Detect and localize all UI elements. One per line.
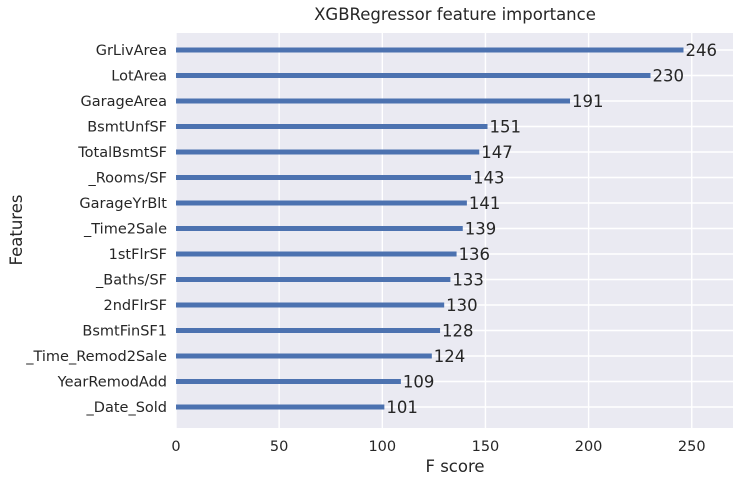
bar-value-label: 139: [465, 220, 497, 239]
bar: [176, 404, 385, 410]
bar-value-label: 136: [459, 245, 491, 264]
x-tick-label: 150: [472, 439, 500, 455]
bar: [176, 47, 684, 53]
x-tick-label: 0: [171, 439, 180, 455]
y-tick-label: TotalBsmtSF: [77, 145, 167, 161]
y-tick-label: _Rooms/SF: [87, 171, 167, 187]
x-tick-label: 250: [678, 439, 706, 455]
bar-value-label: 147: [481, 143, 513, 162]
y-tick-label: GarageArea: [81, 94, 167, 110]
bar-value-label: 191: [572, 92, 604, 111]
bar-value-label: 230: [652, 67, 684, 86]
x-tick-label: 200: [575, 439, 603, 455]
bar: [176, 353, 432, 359]
bar-value-label: 143: [473, 169, 505, 188]
y-tick-label: LotArea: [111, 69, 167, 85]
bar: [176, 379, 401, 384]
bar: [176, 277, 451, 282]
bar: [176, 226, 463, 231]
bar: [176, 200, 467, 206]
y-tick-label: BsmtFinSF1: [82, 324, 167, 340]
bar: [176, 73, 651, 78]
bar-value-label: 151: [490, 118, 522, 137]
y-tick-labels: GrLivArea LotArea GarageArea BsmtUnfSF Total…: [25, 43, 167, 416]
bar-value-label: 101: [386, 398, 418, 417]
bar: [176, 175, 472, 180]
bar-value-label: 246: [685, 41, 717, 60]
bar: [176, 251, 457, 257]
bar-value-label: 124: [434, 347, 466, 366]
bar: [176, 302, 445, 308]
y-tick-label: _Date_Sold: [86, 400, 167, 416]
chart-title: XGBRegressor feature importance: [314, 5, 596, 24]
y-tick-label: 1stFlrSF: [109, 247, 167, 263]
bars: [176, 47, 684, 410]
x-tick-labels: 0 50 100 150 200 250: [171, 439, 705, 455]
y-tick-label: BsmtUnfSF: [87, 120, 167, 136]
bar-value-label: 133: [452, 271, 484, 290]
y-tick-label: GarageYrBlt: [79, 196, 167, 212]
x-tick-label: 50: [270, 439, 288, 455]
y-tick-label: 2ndFlrSF: [104, 298, 168, 314]
bar-value-label: 130: [446, 296, 478, 315]
bar-value-label: 128: [442, 322, 474, 341]
y-tick-label: _Time_Remod2Sale: [25, 349, 167, 365]
y-tick-label: _Baths/SF: [95, 273, 167, 289]
x-tick-label: 100: [368, 439, 396, 455]
bar-value-label: 141: [469, 194, 501, 213]
bar-value-label: 109: [403, 373, 435, 392]
bar: [176, 124, 488, 129]
y-tick-label: _Time2Sale: [83, 222, 167, 238]
bar: [176, 328, 441, 333]
y-tick-label: GrLivArea: [96, 43, 167, 59]
x-axis-title: F score: [425, 457, 484, 476]
y-tick-label: YearRemodAdd: [57, 375, 167, 391]
bar: [176, 149, 480, 155]
bar: [176, 98, 571, 104]
y-axis-title: Features: [7, 195, 26, 266]
